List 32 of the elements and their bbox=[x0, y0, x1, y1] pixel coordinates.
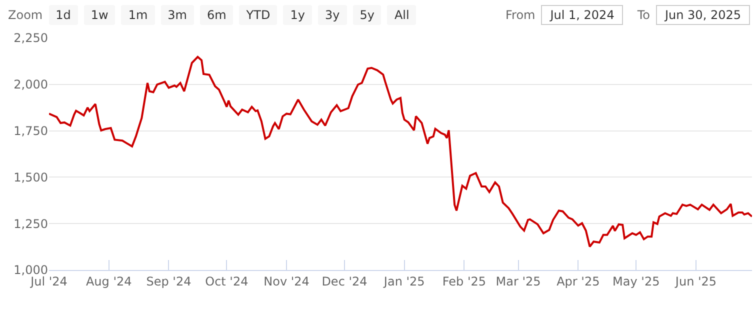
x-tick-label: Sep '24 bbox=[146, 274, 192, 288]
x-tick-label: Dec '24 bbox=[322, 274, 368, 288]
y-tick-label: 1,750 bbox=[14, 124, 48, 138]
text: 1w bbox=[84, 5, 116, 25]
line-series bbox=[49, 56, 752, 248]
text: 6m bbox=[200, 5, 234, 25]
text: 1m bbox=[121, 5, 155, 25]
text: All bbox=[387, 5, 416, 25]
text: 3m bbox=[160, 5, 194, 25]
text: Jul 1, 2024 bbox=[541, 5, 624, 25]
y-tick-label: 1,250 bbox=[14, 216, 48, 231]
x-tick-label: May '25 bbox=[612, 274, 660, 288]
x-tick-label: Oct '24 bbox=[205, 274, 248, 288]
x-tick-label: Apr '25 bbox=[556, 274, 600, 288]
text: 5y bbox=[352, 5, 382, 25]
text: YTD bbox=[239, 5, 278, 25]
text: Jun 30, 2025 bbox=[656, 5, 750, 25]
x-tick-label: Jun '25 bbox=[674, 274, 717, 288]
text: Zoom bbox=[8, 8, 43, 22]
x-tick-label: Feb '25 bbox=[442, 274, 486, 288]
x-tick-label: Jan '25 bbox=[382, 274, 425, 288]
y-tick-label: 1,500 bbox=[14, 170, 48, 184]
text: 3y bbox=[318, 5, 347, 25]
x-tick-label: Nov '24 bbox=[264, 274, 310, 288]
text: From bbox=[506, 8, 536, 22]
y-tick-label: 2,250 bbox=[14, 31, 48, 46]
x-tick-label: Aug '24 bbox=[86, 274, 132, 288]
y-tick-label: 2,000 bbox=[14, 78, 48, 92]
x-tick-label: Mar '25 bbox=[496, 274, 541, 288]
text: 1y bbox=[283, 5, 312, 25]
text: To bbox=[637, 8, 650, 22]
text: 1d bbox=[48, 5, 78, 25]
